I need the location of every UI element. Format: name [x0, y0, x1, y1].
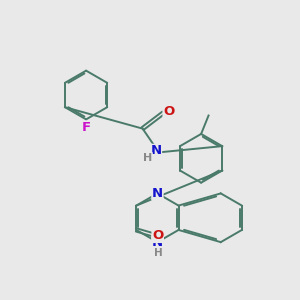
Text: N: N	[150, 144, 161, 158]
Text: F: F	[82, 121, 91, 134]
Text: N: N	[152, 187, 163, 200]
Text: N: N	[152, 236, 163, 249]
Text: O: O	[163, 105, 174, 118]
Text: O: O	[152, 230, 163, 242]
Text: H: H	[143, 153, 152, 163]
Text: H: H	[154, 248, 162, 257]
